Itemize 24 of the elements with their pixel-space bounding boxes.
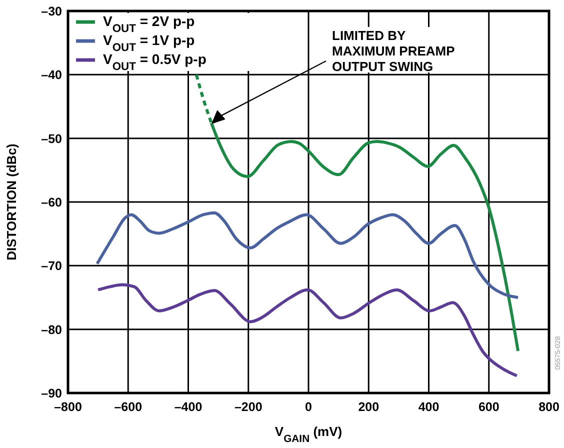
x-tick-label: 800	[538, 400, 560, 414]
line-series	[96, 211, 520, 299]
x-tick-label: 600	[478, 400, 500, 414]
x-tick-label: –800	[54, 400, 82, 414]
y-tick-label: –60	[41, 196, 62, 210]
x-tick-label: 200	[358, 400, 380, 414]
y-tick-label: –70	[41, 259, 62, 274]
y-tick-label: –50	[41, 132, 62, 146]
line-series	[96, 283, 518, 378]
y-tick-label: –90	[41, 386, 62, 400]
x-tick-label: –400	[174, 400, 202, 414]
legend-label: V$_{OUT}$ = 1V p-p	[103, 32, 195, 54]
x-tick-label: 0	[305, 400, 312, 414]
y-axis-title: DISTORTION (dBc)	[4, 144, 19, 260]
annotation: LIMITED BY MAXIMUM PREAMP OUTPUT SWING	[332, 28, 456, 74]
x-axis-title: V$_{GAIN}$ (mV)	[274, 424, 342, 444]
x-tick-label: –200	[234, 400, 262, 414]
y-tick-label: –30	[41, 4, 62, 18]
x-tick-label: 400	[418, 400, 440, 414]
y-tick-label: –80	[41, 322, 62, 337]
legend-label: V$_{OUT}$ = 0.5V p-p	[103, 51, 206, 73]
legend-label: V$_{OUT}$ = 2V p-p	[103, 13, 195, 35]
y-tick-label: –40	[41, 68, 62, 82]
x-tick-label: –600	[114, 400, 142, 414]
